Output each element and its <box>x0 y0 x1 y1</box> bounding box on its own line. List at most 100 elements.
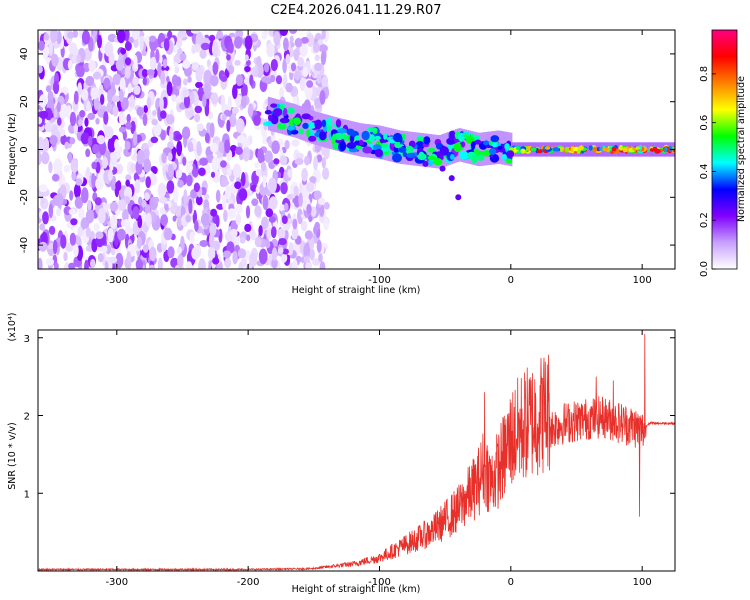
spectrogram-cell <box>42 211 49 225</box>
spectrogram-cells <box>38 30 675 269</box>
spectrogram-cell <box>95 118 100 125</box>
spectrogram-cell <box>279 117 290 124</box>
spectrogram-cell <box>232 163 242 178</box>
spectrogram-cell <box>81 187 89 204</box>
spectrogram-cell <box>77 82 83 96</box>
spectrogram-cell <box>277 247 284 254</box>
spectrogram-cell <box>95 231 104 240</box>
spectrogram-cell <box>362 123 365 157</box>
spectrogram-cell <box>470 141 476 151</box>
spectrogram-cell <box>41 151 50 165</box>
spectrogram-cell <box>85 148 91 158</box>
spectrogram-cell <box>195 81 203 89</box>
spectrogram-cell <box>318 253 323 263</box>
spectrogram-cell <box>314 54 320 62</box>
spectrogram-cell <box>234 59 241 66</box>
spectrogram-cell <box>289 35 294 43</box>
spectrogram-cell <box>196 141 202 156</box>
spectrogram-cell <box>402 151 407 158</box>
spectrogram-cell <box>176 140 183 157</box>
spectrogram-cell <box>362 146 373 154</box>
spectrogram-cell <box>293 117 301 125</box>
spectrogram-cell <box>182 59 191 69</box>
spectrogram-cell <box>135 258 144 269</box>
spectrogram-cell <box>45 258 55 266</box>
spectrogram-cell <box>254 162 260 169</box>
spectrogram-y-tick-label: -20 <box>19 189 30 205</box>
spectrogram-cell <box>250 228 256 241</box>
spectrogram-cell <box>224 257 232 268</box>
spectrogram-cell <box>292 227 298 240</box>
spectrogram-cell <box>130 120 136 135</box>
spectrogram-cell <box>51 173 60 182</box>
spectrogram-cell <box>449 154 455 160</box>
spectrogram-cell <box>280 252 288 263</box>
spectrogram-cell <box>293 185 299 198</box>
spectrogram-cell <box>486 131 489 166</box>
spectrogram-cell <box>167 246 175 259</box>
spectrogram-cell <box>81 88 89 101</box>
spectrogram-cell <box>244 223 252 233</box>
spectrogram-cell <box>162 58 168 68</box>
spectrogram-cell <box>285 53 291 65</box>
spectrogram-cell <box>220 160 227 168</box>
spectrogram-cell <box>104 126 114 139</box>
spectrogram-cell <box>145 176 151 189</box>
spectrogram-cell <box>190 91 195 105</box>
spectrogram-cell <box>300 256 305 264</box>
spectrogram-cell <box>488 131 491 165</box>
snr-y-multiplier: (x10⁴) <box>7 313 18 342</box>
spectrogram-cell <box>565 146 569 153</box>
spectrogram-cell <box>622 146 628 153</box>
spectrogram-cell <box>232 84 238 100</box>
spectrogram-cell <box>222 250 232 259</box>
spectrogram-cell <box>134 179 141 194</box>
spectrogram-cell <box>81 30 91 45</box>
spectrogram-cell <box>545 146 551 150</box>
spectrogram-cell <box>195 195 203 206</box>
spectrogram-cell <box>497 145 503 150</box>
spectrogram-cell <box>108 152 118 167</box>
spectrogram-cell <box>57 117 62 126</box>
spectrogram-cell <box>85 166 91 179</box>
spectrogram-cell <box>478 132 481 167</box>
spectrogram-cell <box>374 125 377 159</box>
spectrogram-cell <box>67 151 73 164</box>
spectrogram-cell <box>144 204 151 215</box>
spectrogram-cell <box>309 236 315 251</box>
spectrogram-cell <box>160 65 170 72</box>
colorbar-tick-label: 0.8 <box>699 66 710 82</box>
spectrogram-cell <box>124 140 131 151</box>
spectrogram-cell <box>301 106 304 141</box>
spectrogram-cell <box>271 226 277 239</box>
spectrogram-cell <box>177 30 187 39</box>
spectrogram-cell <box>249 252 258 267</box>
spectrogram-cell <box>262 195 269 211</box>
spectrogram-cell <box>208 34 216 42</box>
spectrogram-cell <box>175 76 182 87</box>
spectrogram-cell <box>312 258 321 266</box>
spectrogram-cell <box>114 139 120 151</box>
spectrogram-cell <box>149 35 157 43</box>
spectrogram-cell <box>204 163 211 175</box>
spectrogram-cell <box>180 235 185 252</box>
figure-title: C2E4.2026.041.11.29.R07 <box>270 3 441 18</box>
spectrogram-cell <box>416 136 426 143</box>
spectrogram-cell <box>572 146 579 152</box>
spectrogram-cell <box>283 37 289 52</box>
spectrogram-cell <box>321 30 326 40</box>
snr-y-tick-label: 3 <box>24 334 30 345</box>
snr-y-ticks: 1 2 3 <box>24 334 675 500</box>
spectrogram-cell <box>227 208 237 220</box>
spectrogram-cell <box>92 71 102 80</box>
spectrogram-cell <box>235 146 243 155</box>
spectrogram-cell <box>284 202 289 211</box>
spectrogram-cell <box>489 148 497 155</box>
spectrogram-cell <box>278 238 287 246</box>
spectrogram-cell <box>234 181 242 189</box>
spectrogram-cell <box>234 36 243 49</box>
spectrogram-cell <box>97 34 102 49</box>
spectrogram-cell <box>212 61 219 75</box>
spectrogram-cell <box>618 144 623 151</box>
spectrogram-cell <box>321 119 327 128</box>
